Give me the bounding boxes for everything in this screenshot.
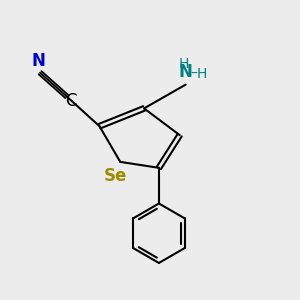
- Text: Se: Se: [104, 167, 128, 185]
- Text: N: N: [32, 52, 46, 70]
- Text: H: H: [197, 67, 207, 81]
- Text: C: C: [65, 92, 77, 110]
- Text: H: H: [179, 57, 189, 71]
- Text: –: –: [190, 67, 197, 81]
- Text: N: N: [179, 63, 193, 81]
